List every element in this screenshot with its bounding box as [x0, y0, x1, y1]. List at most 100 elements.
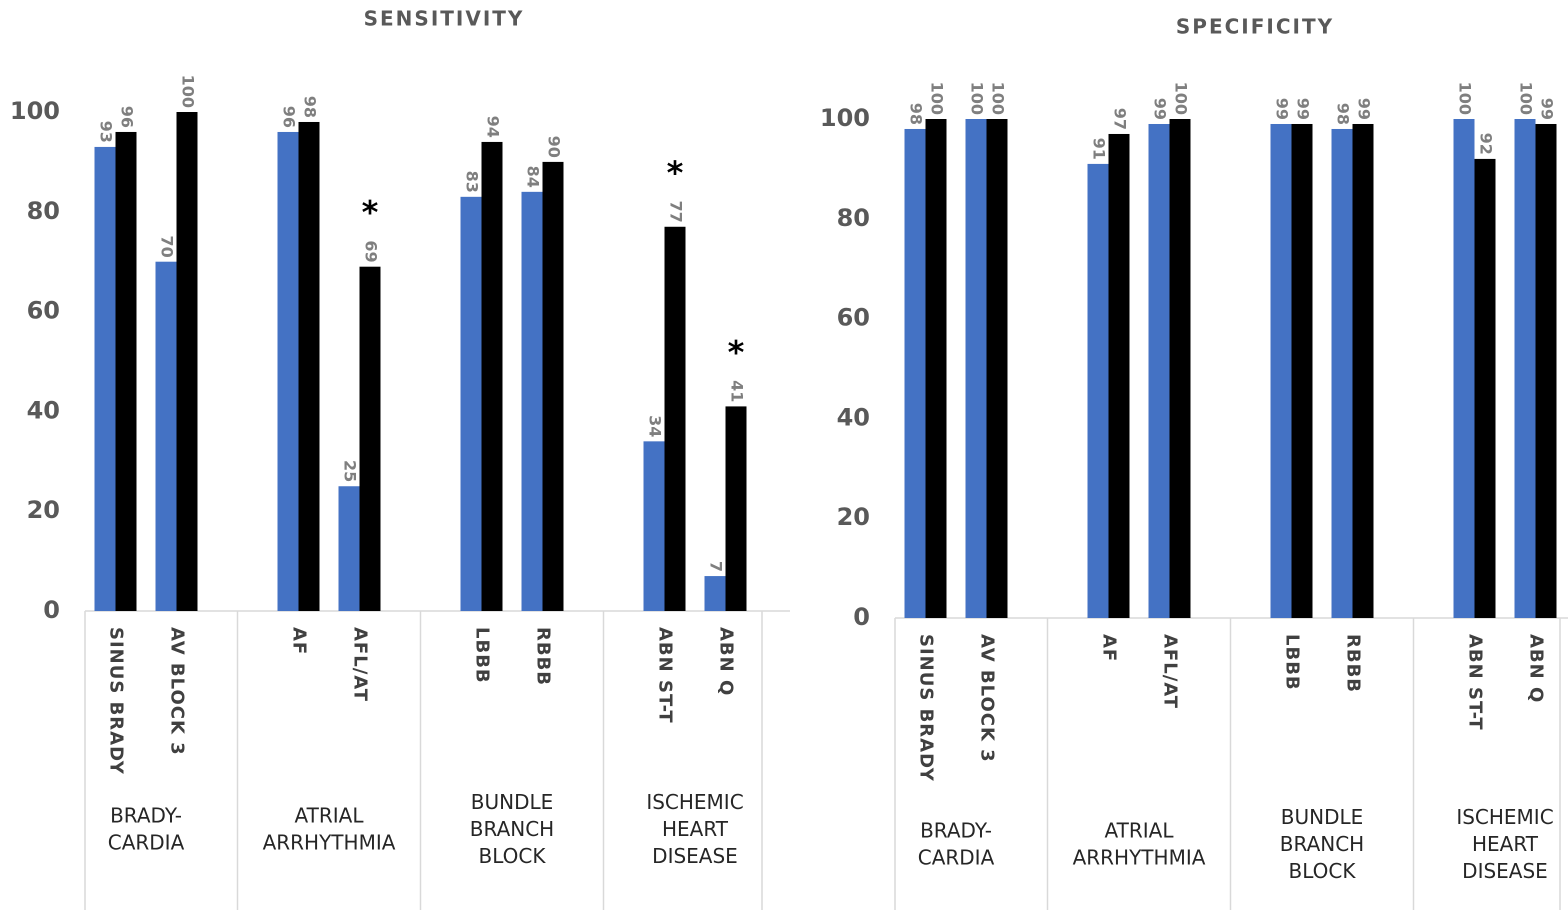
group-label-line: DISEASE — [1462, 859, 1548, 883]
group-label-line: ARRHYTHMIA — [263, 830, 396, 854]
group-label-line: BRADY- — [110, 803, 182, 827]
group-label-line: ATRIAL — [295, 803, 365, 827]
category-label: ABN ST-T — [655, 627, 676, 724]
y-tick-label: 20 — [837, 503, 870, 531]
group-label-line: DISEASE — [652, 844, 738, 868]
bar — [1291, 123, 1313, 619]
bar — [460, 196, 482, 611]
group-label-line: HEART — [662, 817, 729, 841]
group-label: BRADY- CARDIA — [108, 803, 185, 854]
bar — [338, 486, 360, 611]
bar — [1474, 158, 1496, 619]
category-label: RBBB — [533, 627, 554, 686]
value-label: 25 — [341, 460, 360, 482]
bar — [277, 131, 299, 611]
value-label: 100 — [1517, 82, 1536, 115]
value-label: 100 — [1172, 82, 1191, 115]
group-label: ATRIAL ARRHYTHMIA — [263, 803, 396, 854]
value-label: 34 — [646, 415, 665, 437]
bar — [542, 161, 564, 611]
group-label-line: BLOCK — [1289, 859, 1357, 883]
group-label-line: ARRHYTHMIA — [1073, 845, 1206, 869]
bar — [725, 406, 747, 611]
category-label: RBBB — [1343, 634, 1364, 693]
value-label: 70 — [158, 235, 177, 257]
group-label-line: CARDIA — [108, 830, 185, 854]
value-label: 98 — [1334, 103, 1353, 125]
bar — [704, 576, 726, 611]
y-tick-label: 0 — [43, 596, 60, 624]
bar — [664, 226, 686, 611]
value-label: 99 — [1151, 98, 1170, 120]
value-label: 77 — [667, 201, 686, 223]
group-label: ISCHEMIC HEART DISEASE — [646, 790, 743, 868]
bar — [1514, 119, 1536, 618]
group-label-line: ATRIAL — [1105, 818, 1175, 842]
category-label: LBBB — [472, 627, 493, 684]
category-label: LBBB — [1282, 634, 1303, 691]
bar — [1087, 163, 1109, 618]
group-label-line: BRANCH — [470, 817, 554, 841]
value-label: 98 — [301, 96, 320, 118]
category-label: AV BLOCK 3 — [977, 634, 998, 763]
value-label: 7 — [707, 561, 726, 572]
value-label: 93 — [97, 121, 116, 143]
bar — [1352, 123, 1374, 619]
value-label: 100 — [968, 82, 987, 115]
group-label-line: BRANCH — [1280, 832, 1364, 856]
value-label: 100 — [928, 82, 947, 115]
value-label: 99 — [1355, 98, 1374, 120]
bar — [643, 441, 665, 611]
value-label: 100 — [989, 82, 1008, 115]
group-label: ISCHEMIC HEART DISEASE — [1456, 805, 1553, 883]
group-label: BRADY- CARDIA — [918, 818, 995, 869]
bar — [1453, 119, 1475, 618]
group-label-line: BRADY- — [920, 818, 992, 842]
significance-marker: * — [728, 333, 745, 371]
y-tick-label: 60 — [837, 304, 870, 332]
y-tick-label: 80 — [837, 204, 870, 232]
category-label: SINUS BRADY — [916, 634, 937, 782]
category-label: ABN Q — [716, 627, 737, 696]
value-label: 94 — [484, 116, 503, 138]
group-label-line: ISCHEMIC — [646, 790, 743, 814]
value-label: 98 — [907, 103, 926, 125]
value-label: 99 — [1273, 98, 1292, 120]
bar — [521, 191, 543, 611]
value-label: 100 — [179, 75, 198, 108]
value-label: 41 — [728, 380, 747, 402]
category-label: ABN Q — [1526, 634, 1547, 703]
bar — [1535, 123, 1557, 619]
value-label: 69 — [362, 240, 381, 262]
group-label-line: CARDIA — [918, 845, 995, 869]
significance-marker: * — [362, 194, 379, 232]
bar — [1270, 123, 1292, 619]
category-label: AFL/AT — [1160, 634, 1181, 709]
bar — [1169, 119, 1191, 618]
bar — [965, 119, 987, 618]
category-label: AV BLOCK 3 — [167, 627, 188, 756]
chart-title: SPECIFICITY — [1176, 15, 1334, 39]
group-label-line: BUNDLE — [471, 790, 554, 814]
bar — [986, 119, 1008, 618]
bar — [298, 121, 320, 611]
y-tick-label: 40 — [837, 403, 870, 431]
category-label: SINUS BRADY — [106, 627, 127, 775]
y-tick-label: 20 — [27, 496, 60, 524]
bar — [155, 261, 177, 611]
bar — [904, 128, 926, 619]
value-label: 99 — [1294, 98, 1313, 120]
y-tick-label: 100 — [820, 104, 870, 132]
value-label: 96 — [280, 106, 299, 128]
group-label: ATRIAL ARRHYTHMIA — [1073, 818, 1206, 869]
bar — [115, 131, 137, 611]
significance-marker: * — [667, 154, 684, 192]
group-label-line: ISCHEMIC — [1456, 805, 1553, 829]
bar — [1331, 128, 1353, 619]
value-label: 99 — [1538, 98, 1557, 120]
y-tick-label: 60 — [27, 297, 60, 325]
bar — [1108, 133, 1130, 618]
bar — [925, 119, 947, 618]
category-label: AF — [1099, 634, 1120, 662]
